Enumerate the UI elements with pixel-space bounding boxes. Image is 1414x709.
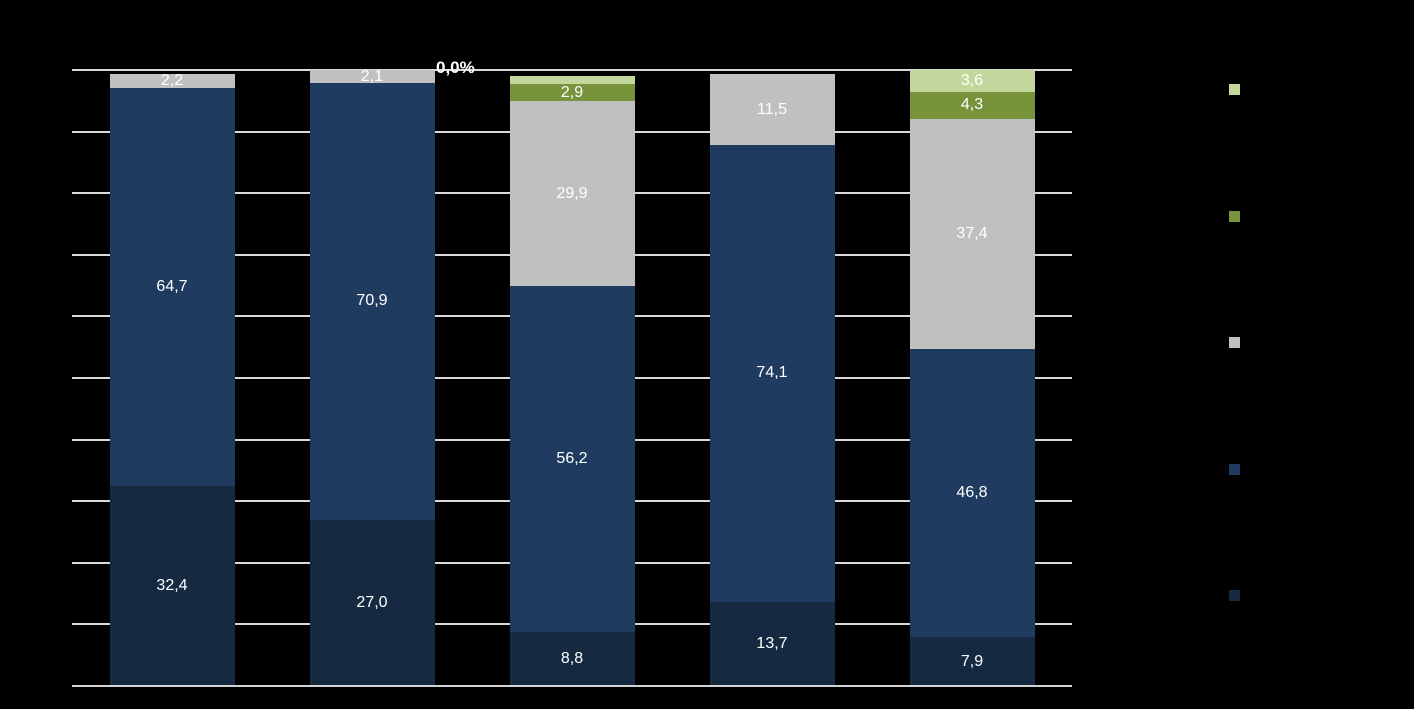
bar-segment-navy: 56,2 [509,285,635,632]
bar-segment-label: 29,9 [556,184,588,202]
bar-segment-label: 2,1 [360,67,384,85]
plot-area: 32,4 64,7 2,2 27,0 70,9 2,1 8,8 56,2 29,9 2,9 13,7… [72,67,1072,687]
bar-segment-label: 4,3 [960,96,984,114]
stacked-bar: 7,9 46,8 37,4 4,3 3,6 [909,70,1035,686]
x-axis-line [72,685,1072,687]
category-slot: 32,4 64,7 2,2 [72,70,272,686]
bar-segment-dark-navy: 13,7 [709,601,835,686]
gridline [72,69,1072,71]
legend-swatch-gray-icon [1229,337,1240,348]
legend-swatch-green-icon [1229,211,1240,222]
category-slot: 7,9 46,8 37,4 4,3 3,6 [872,70,1072,686]
bar-segment-label: 64,7 [156,278,188,296]
category-slot: 13,7 74,1 11,5 [672,70,872,686]
category-slot: 27,0 70,9 2,1 [272,67,472,686]
bar-segment-label: 27,0 [356,593,388,611]
bar-segment-label: 2,2 [160,72,184,90]
bar-segment-navy: 70,9 [309,82,435,520]
bar-segment-dark-navy: 27,0 [309,519,435,686]
bars-container: 32,4 64,7 2,2 27,0 70,9 2,1 8,8 56,2 29,9 2,9 13,7… [72,67,1072,686]
bar-segment-label: 11,5 [757,100,787,118]
legend-swatch-dark-navy-icon [1229,590,1240,601]
legend-swatch-navy-icon [1229,464,1240,475]
stacked-bar: 32,4 64,7 2,2 [109,72,235,686]
bar-segment-gray: 2,1 [309,67,435,85]
bar-segment-dark-navy: 32,4 [109,486,235,686]
stacked-bar: 8,8 56,2 29,9 2,9 [509,76,635,686]
zero-value-label: 0,0% [436,58,475,77]
bar-segment-green: 2,9 [509,83,635,102]
bar-segment-dark-navy: 7,9 [909,637,1035,686]
bar-segment-gray: 29,9 [509,101,635,286]
bar-segment-label: 37,4 [956,224,988,242]
bar-segment-gray: 2,2 [109,72,235,90]
bar-segment-label: 2,9 [560,83,584,101]
stacked-bar: 13,7 74,1 11,5 [709,74,835,686]
bar-segment-navy: 46,8 [909,349,1035,638]
category-slot: 8,8 56,2 29,9 2,9 [472,70,672,686]
bar-segment-gray: 11,5 [709,74,835,146]
bar-segment-navy: 74,1 [709,145,835,602]
bar-segment-label: 7,9 [960,652,984,670]
stacked-bar: 27,0 70,9 2,1 [309,67,435,686]
bar-segment-light-green [509,76,635,84]
legend-swatch-light-green-icon [1229,84,1240,95]
bar-segment-gray: 37,4 [909,118,1035,350]
bar-segment-label: 8,8 [560,649,584,667]
bar-segment-label: 70,9 [356,292,388,310]
bar-segment-label: 32,4 [156,577,188,595]
bar-segment-label: 13,7 [756,634,788,652]
bar-segment-navy: 64,7 [109,87,235,487]
bar-segment-light-green: 3,6 [909,70,1035,93]
bar-segment-label: 74,1 [756,364,788,382]
bar-segment-label: 56,2 [556,449,588,467]
bar-segment-label: 46,8 [956,484,988,502]
bar-segment-green: 4,3 [909,92,1035,119]
bar-segment-label: 3,6 [960,72,984,90]
bar-segment-dark-navy: 8,8 [509,631,635,686]
